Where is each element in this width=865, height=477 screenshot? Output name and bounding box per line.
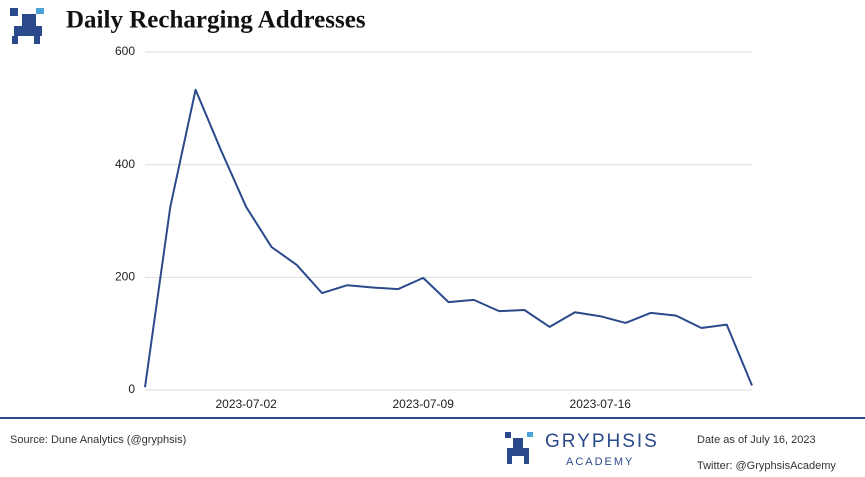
- x-tick-label: 2023-07-09: [393, 397, 455, 411]
- footer-logo: [505, 432, 533, 464]
- y-tick-label: 400: [115, 157, 135, 171]
- source: Source: Dune Analytics (@gryphsis): [10, 434, 186, 446]
- y-tick-label: 200: [115, 270, 135, 284]
- brand-sub: ACADEMY: [566, 456, 634, 468]
- line: [144, 88, 753, 388]
- chart-title: Daily Recharging Addresses: [66, 7, 366, 34]
- brand: GRYPHSIS: [545, 431, 659, 452]
- logo: [10, 8, 44, 44]
- y-tick-label: 600: [115, 44, 135, 58]
- date-note: Date as of July 16, 2023: [697, 434, 816, 446]
- y-tick-label: 0: [128, 382, 135, 396]
- x-tick-label: 2023-07-02: [215, 397, 277, 411]
- twitter: Twitter: @GryphsisAcademy: [697, 460, 836, 472]
- x-tick-label: 2023-07-16: [570, 397, 632, 411]
